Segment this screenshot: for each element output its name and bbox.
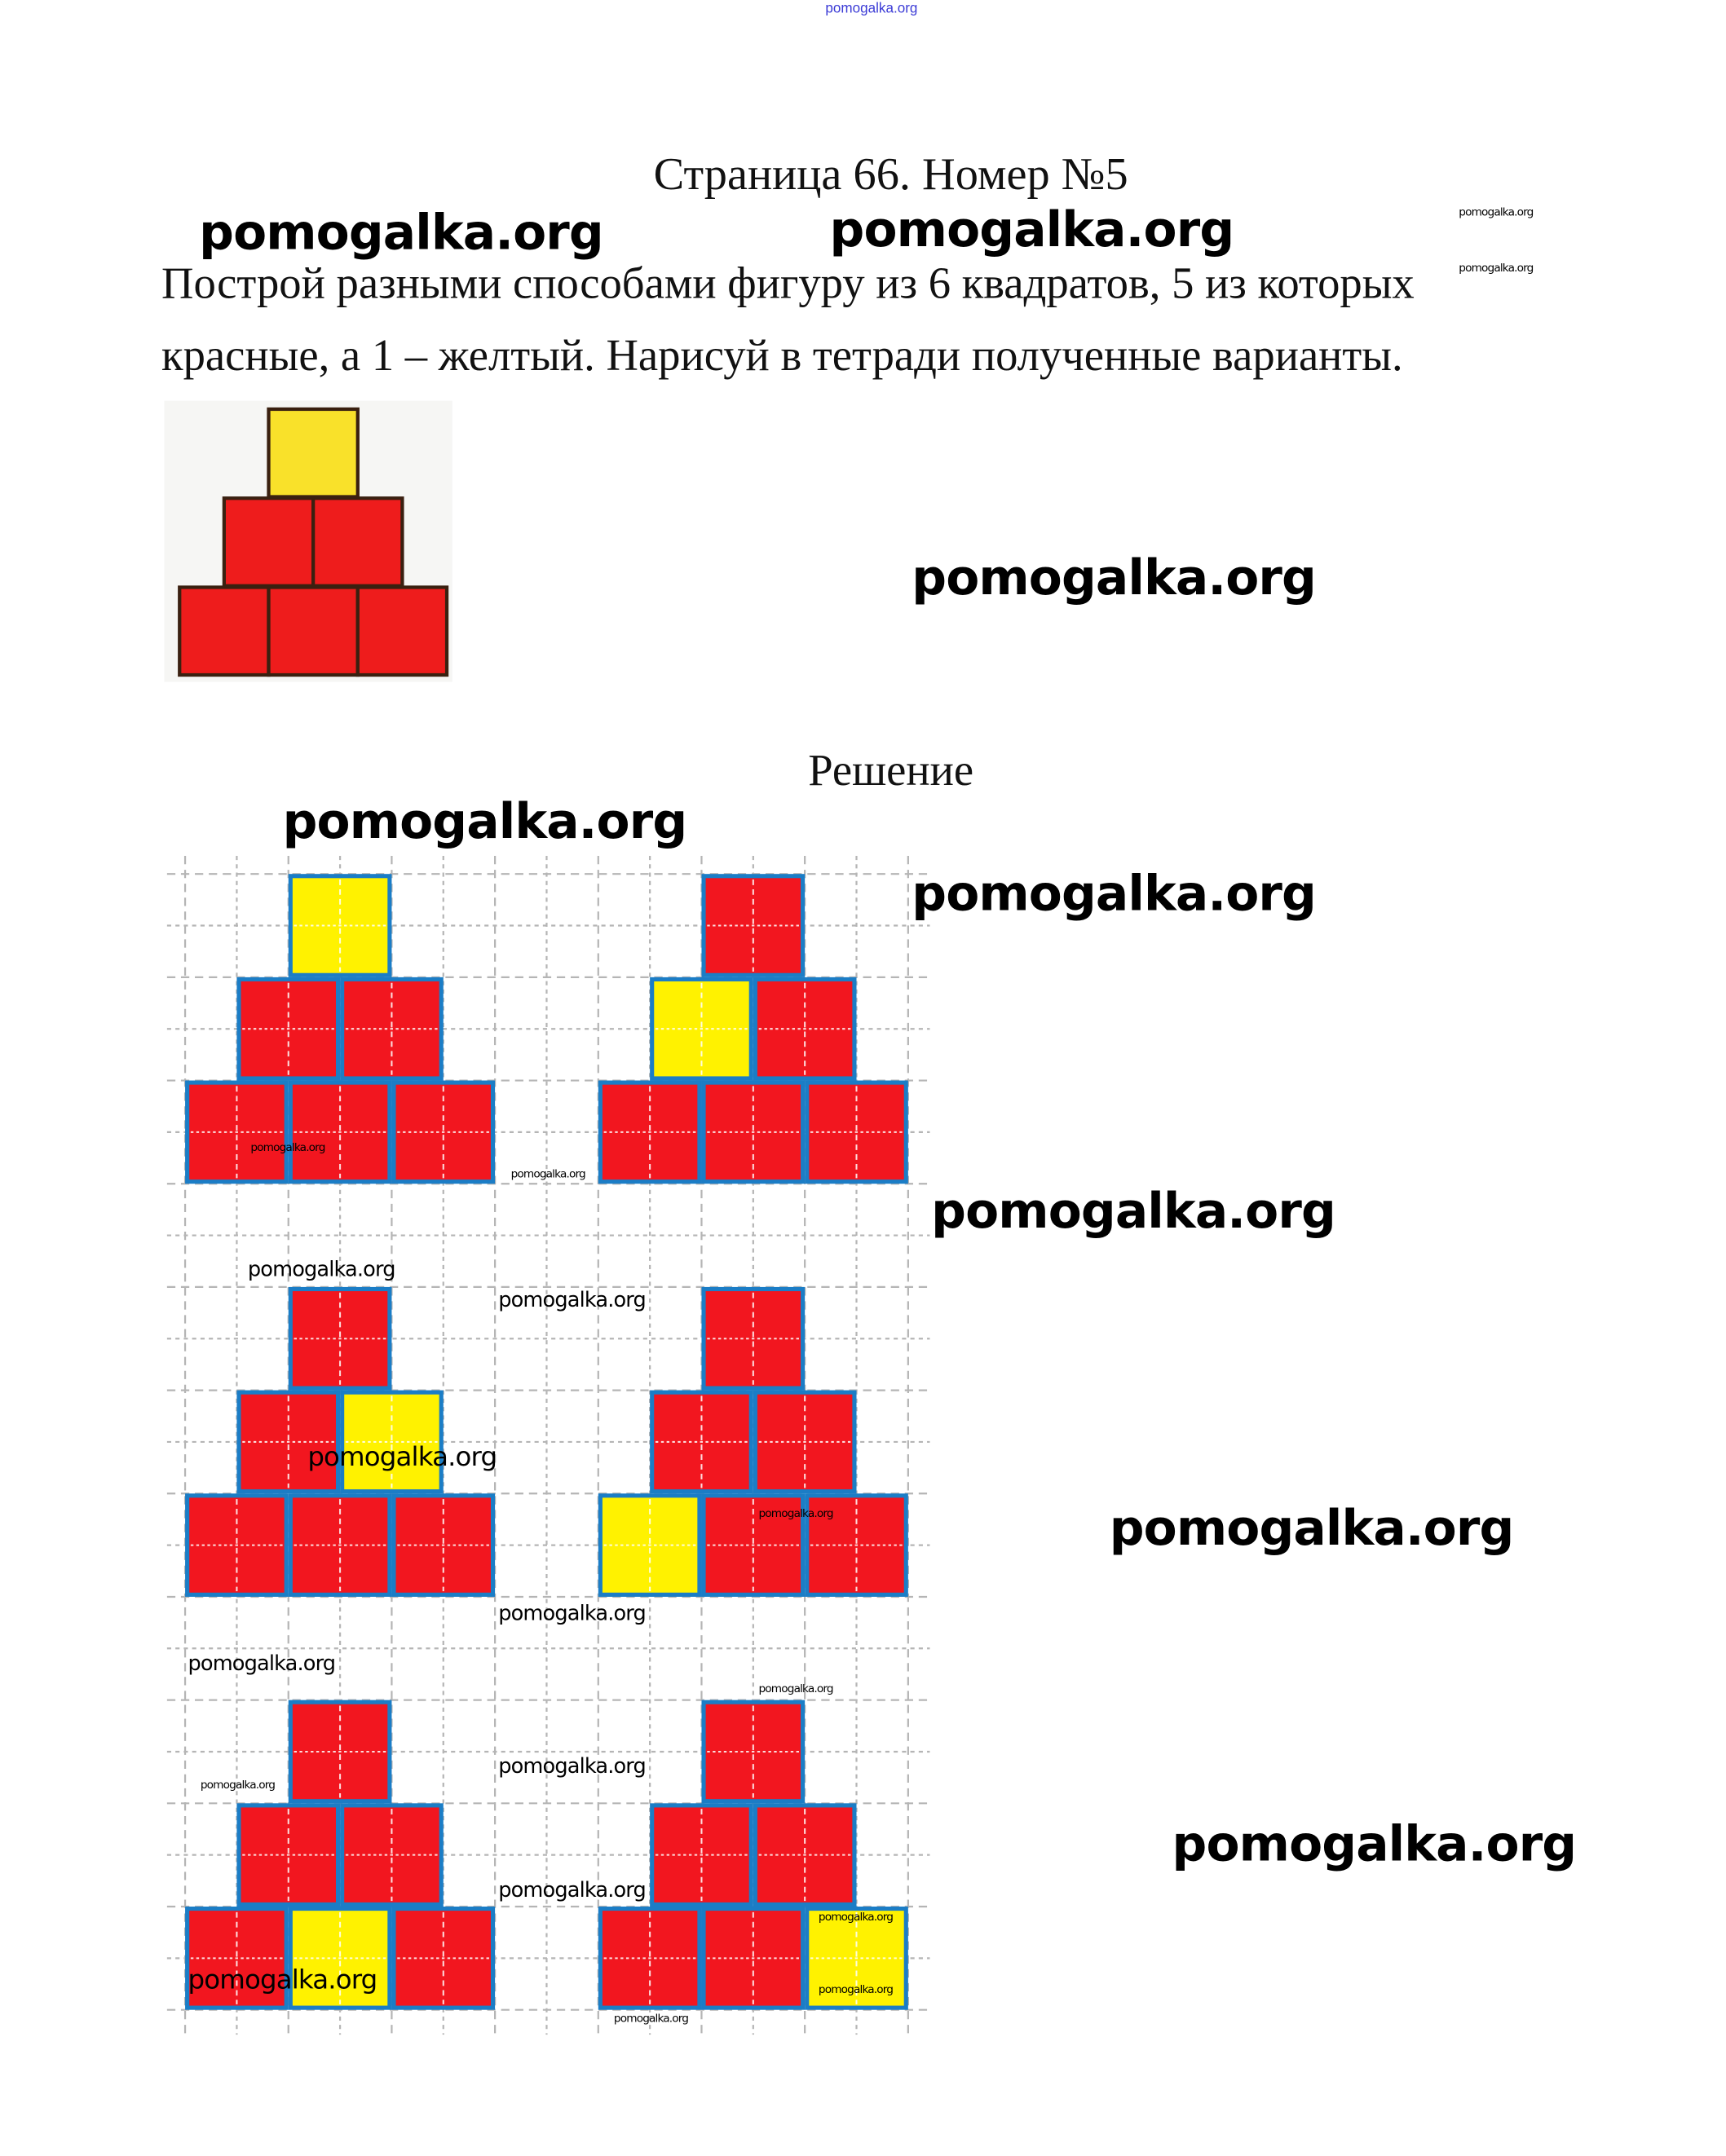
watermark: pomogalka.org <box>758 1682 833 1695</box>
watermark: pomogalka.org <box>818 1911 894 1924</box>
watermark: pomogalka.org <box>247 1256 396 1282</box>
watermark: pomogalka.org <box>200 1778 276 1792</box>
page-title: Страница 66. Номер №5 <box>653 150 1128 201</box>
example-figure <box>164 400 452 682</box>
watermark: pomogalka.org <box>912 551 1317 607</box>
watermark: pomogalka.org <box>510 1167 586 1180</box>
solution-heading: Решение <box>808 744 974 795</box>
top-site-link[interactable]: pomogalka.org <box>825 1 918 17</box>
yellow-square <box>267 407 360 499</box>
watermark: pomogalka.org <box>199 205 604 262</box>
watermark: pomogalka.org <box>818 1982 894 1996</box>
solution-variant-5 <box>185 1700 496 2010</box>
watermark: pomogalka.org <box>188 1964 377 1996</box>
solution-variant-6 <box>598 1700 908 2010</box>
red-square <box>311 496 404 588</box>
watermark: pomogalka.org <box>912 866 1317 923</box>
watermark: pomogalka.org <box>498 1600 647 1626</box>
watermark: pomogalka.org <box>498 1753 647 1779</box>
task-text-line-1: Построй разными способами фигуру из 6 кв… <box>161 257 1415 308</box>
solution-variant-4 <box>598 1286 908 1597</box>
red-square <box>355 585 449 677</box>
watermark: pomogalka.org <box>1109 1501 1515 1558</box>
watermark: pomogalka.org <box>498 1287 647 1312</box>
watermark: pomogalka.org <box>1459 261 1534 275</box>
watermark: pomogalka.org <box>758 1507 833 1520</box>
watermark: pomogalka.org <box>1459 205 1534 219</box>
watermark: pomogalka.org <box>498 1877 647 1902</box>
red-square <box>222 496 316 588</box>
watermark: pomogalka.org <box>1172 1817 1578 1874</box>
solution-variant-2 <box>598 874 908 1184</box>
watermark: pomogalka.org <box>931 1184 1336 1241</box>
red-square <box>267 585 360 677</box>
watermark: pomogalka.org <box>307 1441 497 1473</box>
solution-variant-3 <box>185 1286 496 1597</box>
watermark: pomogalka.org <box>613 2012 689 2026</box>
task-text-line-2: красные, а 1 – желтый. Нарисуй в тетради… <box>161 329 1403 381</box>
watermark: pomogalka.org <box>282 794 688 851</box>
watermark: pomogalka.org <box>250 1140 325 1154</box>
red-square <box>178 585 271 677</box>
solution-variant-1 <box>185 874 496 1184</box>
watermark: pomogalka.org <box>188 1650 336 1676</box>
watermark: pomogalka.org <box>829 203 1235 259</box>
